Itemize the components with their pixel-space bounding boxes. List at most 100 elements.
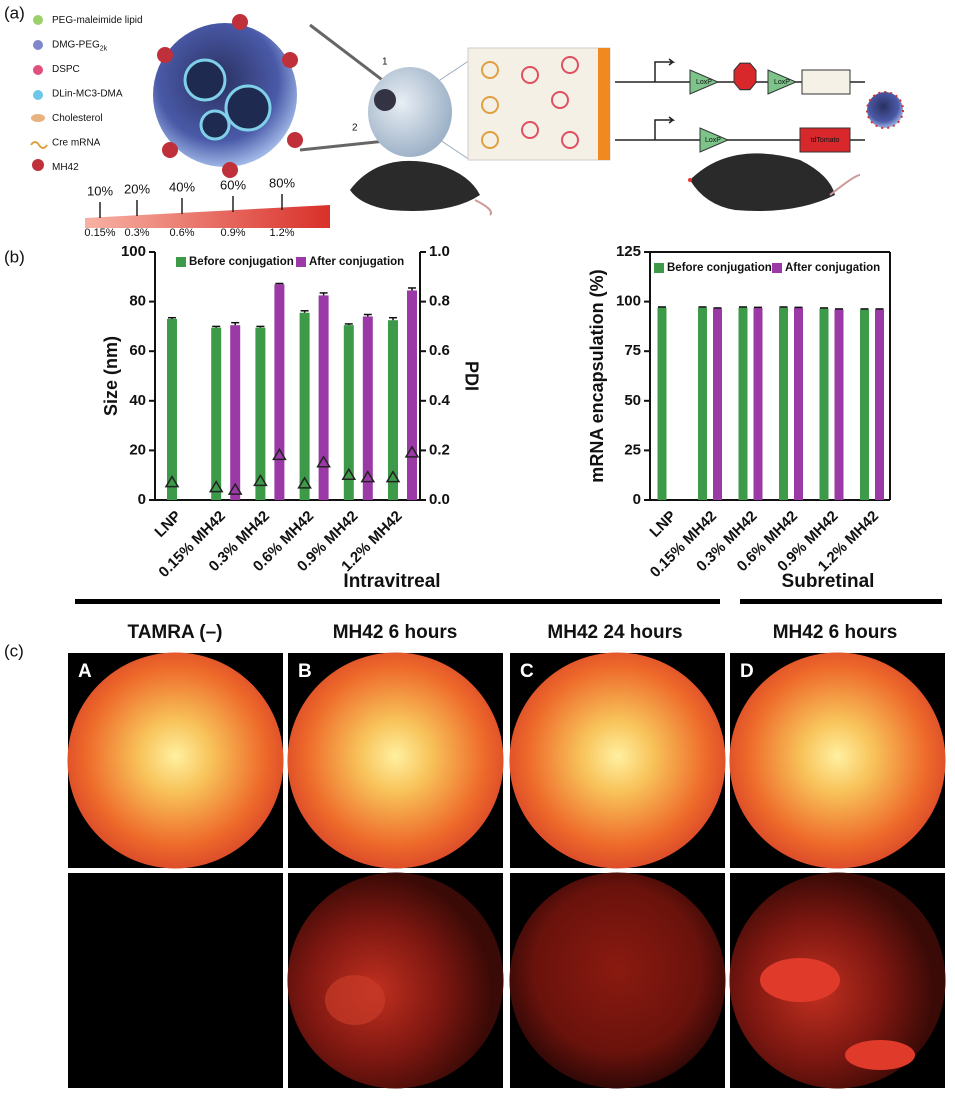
pdi-point [341, 467, 357, 480]
bar [657, 307, 667, 500]
bar [230, 325, 241, 500]
bar [698, 307, 707, 500]
legend-text: PEG-maleimide lipid [52, 15, 143, 26]
panel-label: (c) [4, 641, 24, 660]
panel-label: (a) [4, 3, 25, 22]
legend-swatch [296, 257, 306, 267]
legend-swatch [176, 257, 186, 267]
column-title: MH42 24 hours [547, 622, 682, 643]
bar [819, 308, 829, 500]
pdi-point [385, 470, 401, 483]
legend-label: DLin-MC3-DMA [52, 88, 123, 99]
legend-label: PEG-maleimide lipid [52, 15, 143, 26]
error-bar [319, 292, 328, 296]
legend-text: MH42 [52, 162, 79, 173]
bar [274, 284, 285, 500]
ratio-top: 10% [87, 183, 113, 198]
y2-tick-label: 0.6 [429, 342, 450, 359]
pdi-point [253, 473, 268, 487]
injection-label: 2 [352, 123, 358, 134]
legend-subscript: 2k [100, 45, 108, 52]
construct-label: LoxP [705, 137, 721, 144]
y-axis-label: mRNA encapsulation (%) [587, 269, 607, 482]
error-bar [779, 306, 788, 308]
bar [738, 307, 748, 500]
y2-tick-label: 0.4 [429, 392, 451, 409]
error-bar [698, 306, 707, 308]
error-bar [300, 310, 309, 313]
y-tick-label: 75 [624, 342, 641, 359]
error-bar [835, 308, 843, 310]
y-tick-label: 60 [129, 342, 146, 359]
y-tick-label: 0 [138, 491, 146, 508]
x-tick-label: LNP [151, 508, 184, 541]
legend-swatch [654, 263, 664, 273]
bar [362, 316, 373, 500]
image-letter: D [740, 661, 754, 682]
y-tick-label: 100 [121, 243, 146, 260]
legend-text: DSPC [52, 64, 80, 75]
construct-label: LoxP [774, 79, 790, 86]
y2-tick-label: 0.0 [429, 491, 450, 508]
legend-label: After conjugation [785, 262, 880, 274]
route-label: Intravitreal [343, 571, 440, 592]
legend-label: DMG-PEG2k [52, 39, 108, 52]
error-bar [820, 307, 828, 309]
bar [834, 309, 844, 500]
pdi-point [272, 447, 287, 461]
y2-axis-label: PDI [461, 361, 481, 391]
error-bar [875, 308, 884, 310]
bar [779, 307, 788, 500]
route-label: Subretinal [782, 571, 875, 592]
error-bar [794, 306, 803, 309]
x-tick-label: LNP [646, 508, 679, 541]
ratio-top: 60% [220, 177, 246, 192]
fundus-panel [67, 652, 946, 1089]
bar [318, 295, 329, 500]
route-bar [75, 599, 720, 604]
bar [407, 290, 417, 500]
pdi-point [316, 455, 331, 468]
y-tick-label: 20 [129, 441, 146, 458]
error-bar [168, 316, 176, 319]
y-tick-label: 40 [129, 392, 146, 409]
pdi-point [208, 480, 224, 493]
bar [167, 318, 177, 500]
bar [299, 312, 310, 500]
y-tick-label: 80 [129, 293, 146, 310]
legend-label: After conjugation [309, 256, 404, 268]
legend-label: Before conjugation [667, 262, 772, 274]
ratio-top: 80% [269, 175, 295, 190]
bar [875, 309, 884, 500]
y-axis-label: Size (nm) [101, 336, 121, 416]
bar [713, 308, 722, 500]
legend-text: Cholesterol [52, 113, 103, 124]
image-letter: B [298, 661, 312, 682]
y-tick-label: 50 [624, 392, 641, 409]
ratio-bottom: 0.9% [220, 227, 245, 239]
image-letter: C [520, 661, 534, 682]
bar [753, 307, 763, 500]
construct-label: LoxP [696, 79, 712, 86]
legend-label: Cre mRNA [52, 137, 101, 148]
panel-label: (b) [4, 247, 25, 266]
ratio-top: 20% [124, 181, 150, 196]
error-bar [739, 306, 747, 308]
bar [388, 320, 398, 500]
column-title: MH42 6 hours [773, 622, 898, 643]
legend-text: DMG-PEG [52, 39, 100, 50]
schematic [30, 14, 904, 228]
error-bar [408, 287, 416, 291]
bar [343, 325, 354, 500]
construct-label: tdTomato [811, 137, 840, 144]
ratio-bottom: 1.2% [269, 227, 294, 239]
error-bar [363, 313, 372, 317]
legend-label: Cholesterol [52, 113, 103, 124]
legend-swatch [772, 263, 782, 273]
bar [211, 327, 222, 500]
error-bar [754, 306, 762, 309]
legend-label: MH42 [52, 162, 79, 173]
bar [255, 327, 266, 500]
